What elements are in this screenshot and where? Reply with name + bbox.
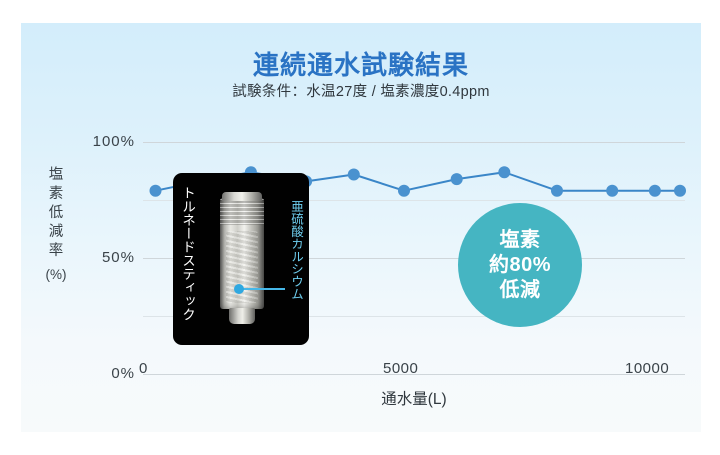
series-data-point	[450, 173, 463, 186]
series-data-point	[674, 184, 686, 197]
chart-series-svg	[149, 166, 686, 197]
bottle-cap	[229, 308, 255, 324]
series-data-point	[648, 184, 661, 197]
product-name-label: トルネードスティック	[180, 186, 195, 321]
gridline-100	[143, 142, 685, 143]
callout-dot-icon	[234, 284, 244, 294]
gridline-50	[143, 258, 685, 259]
y-axis-label-char-4: 率	[48, 243, 64, 259]
series-data-point	[398, 184, 410, 197]
page-title: 連続通水試験結果	[252, 50, 469, 80]
gridline-75	[143, 200, 685, 201]
y-tick-label-0: 0%	[111, 365, 135, 382]
y-axis-label-char-1: 素	[48, 186, 64, 202]
bottle-rings	[220, 199, 264, 225]
status-badge: 塩素 約80% 低減	[458, 203, 582, 327]
y-axis-label-char-2: 低	[48, 205, 64, 221]
badge-line-1: 塩素	[499, 228, 541, 251]
series-data-point	[606, 184, 619, 197]
test-conditions-subtitle: 試験条件：水温27度 / 塩素濃度0.4ppm	[232, 84, 490, 100]
product-photo-box: トルネードスティック 亜硫酸カルシウム	[173, 173, 309, 345]
x-tick-label-0: 0	[139, 360, 148, 377]
y-axis-label-char-0: 塩	[48, 167, 64, 183]
badge-line-3: 低減	[499, 278, 541, 301]
bottle-top	[222, 192, 262, 201]
material-callout-label: 亜硫酸カルシウム	[289, 200, 303, 300]
x-tick-label-5000: 5000	[383, 360, 419, 377]
x-axis-label: 通水量(L)	[381, 391, 447, 408]
tornado-stick-product-image	[216, 187, 268, 327]
chart-plot-area: 100% 50% 0% 0 5000 10000 塩 素 低 減 率 (%) 通…	[21, 23, 701, 432]
chart-card: 連続通水試験結果 試験条件：水温27度 / 塩素濃度0.4ppm 100% 50…	[21, 23, 701, 432]
y-tick-label-100: 100%	[92, 133, 135, 150]
y-axis-label-unit: (%)	[45, 267, 67, 282]
y-tick-label-50: 50%	[101, 249, 135, 266]
y-axis-label: 塩 素 低 減 率 (%)	[39, 166, 73, 284]
gridline-0	[143, 374, 685, 375]
badge-line-2: 約80%	[488, 253, 552, 276]
gridline-25	[143, 316, 685, 317]
series-data-point	[149, 184, 162, 197]
series-data-point	[498, 166, 511, 179]
callout-leader-line	[239, 288, 285, 290]
y-axis-label-char-3: 減	[48, 224, 64, 240]
series-data-point	[347, 168, 360, 181]
x-tick-label-10000: 10000	[625, 360, 670, 377]
series-data-point	[551, 184, 563, 197]
